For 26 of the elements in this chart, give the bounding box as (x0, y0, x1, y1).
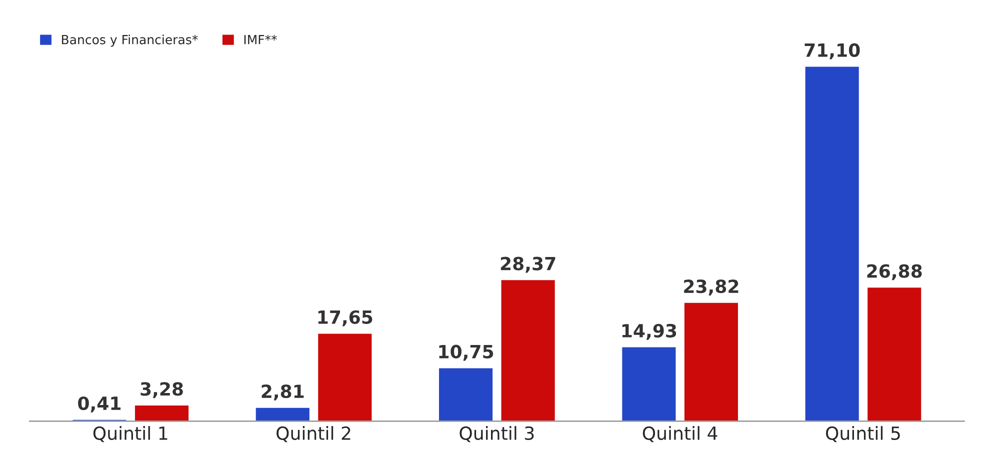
x-tick-label: Quintil 1 (93, 426, 168, 442)
bar (134, 404, 190, 422)
x-tick-label: Quintil 5 (826, 426, 900, 442)
data-label: 26,88 (867, 264, 922, 280)
bar (500, 278, 556, 422)
bar (683, 302, 740, 422)
data-label: 28,37 (500, 256, 556, 273)
x-tick-label: Quintil 3 (460, 426, 534, 442)
data-label: 0,41 (78, 396, 121, 412)
data-label: 2,81 (262, 384, 304, 400)
x-tick-label: Quintil 4 (642, 426, 718, 442)
legend-label: IMF** (244, 34, 277, 44)
bar (866, 286, 923, 422)
bar (254, 406, 311, 422)
data-label: 17,65 (318, 310, 372, 326)
data-label: 71,10 (804, 43, 860, 60)
bar (316, 332, 374, 422)
data-label: 3,28 (140, 382, 183, 398)
bar (438, 366, 494, 422)
bar (620, 346, 678, 422)
x-tick-label: Quintil 2 (276, 426, 350, 442)
data-label: 10,75 (439, 344, 494, 361)
bar (804, 65, 860, 422)
data-label: 14,93 (622, 324, 676, 340)
legend-label: Bancos y Financieras* (62, 34, 198, 47)
data-label: 23,82 (684, 279, 738, 296)
